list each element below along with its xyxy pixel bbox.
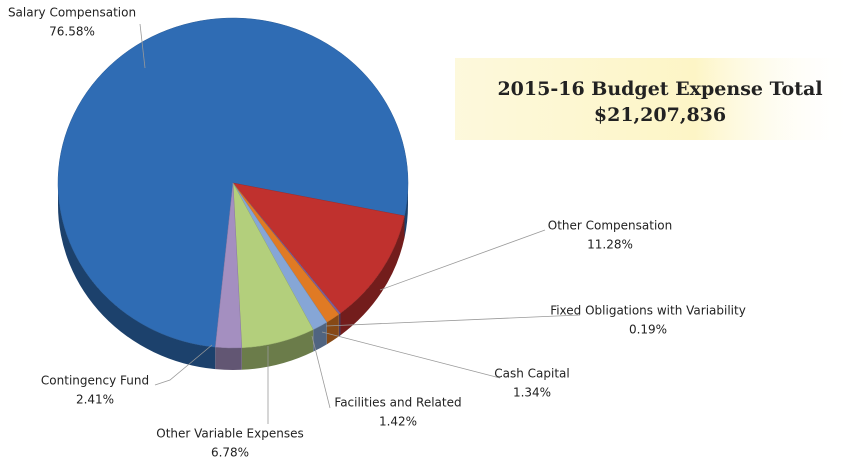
slice-value: 2.41% — [76, 393, 114, 407]
leader-line — [325, 314, 581, 327]
slice-side — [58, 183, 216, 370]
slice-label: Other Variable Expenses — [156, 427, 303, 441]
leader-line — [139, 23, 146, 69]
slice — [232, 182, 405, 314]
slice-side — [313, 322, 327, 352]
slice — [57, 17, 409, 348]
slice-value: 6.78% — [211, 446, 249, 460]
slice-label: Facilities and Related — [334, 396, 461, 410]
chart-subtitle: $21,207,836 — [594, 104, 726, 126]
slice-label: Cash Capital — [494, 367, 569, 381]
slice-label: Salary Compensation — [8, 6, 136, 20]
slice — [215, 182, 243, 349]
slice-value: 1.42% — [379, 415, 417, 429]
slice-value: 76.58% — [49, 25, 95, 39]
leader-line — [311, 335, 331, 409]
chart-title: 2015-16 Budget Expense Total — [497, 78, 822, 100]
leader-line — [154, 344, 213, 386]
slice-value: 1.34% — [513, 386, 551, 400]
slice-side — [326, 314, 339, 345]
leader-line — [379, 229, 546, 291]
slice-value: 11.28% — [587, 238, 633, 252]
title-box — [455, 58, 855, 140]
slice-value: 0.19% — [629, 323, 667, 337]
slice-side — [215, 347, 242, 370]
slice-side — [404, 183, 408, 238]
slice-side — [340, 215, 405, 336]
slice-label: Other Compensation — [548, 219, 673, 233]
slice-label: Fixed Obligations with Variability — [550, 304, 746, 318]
leader-line — [321, 331, 501, 379]
slice-side — [338, 313, 341, 337]
slice-label: Contingency Fund — [41, 374, 149, 388]
slice-side — [241, 329, 314, 370]
